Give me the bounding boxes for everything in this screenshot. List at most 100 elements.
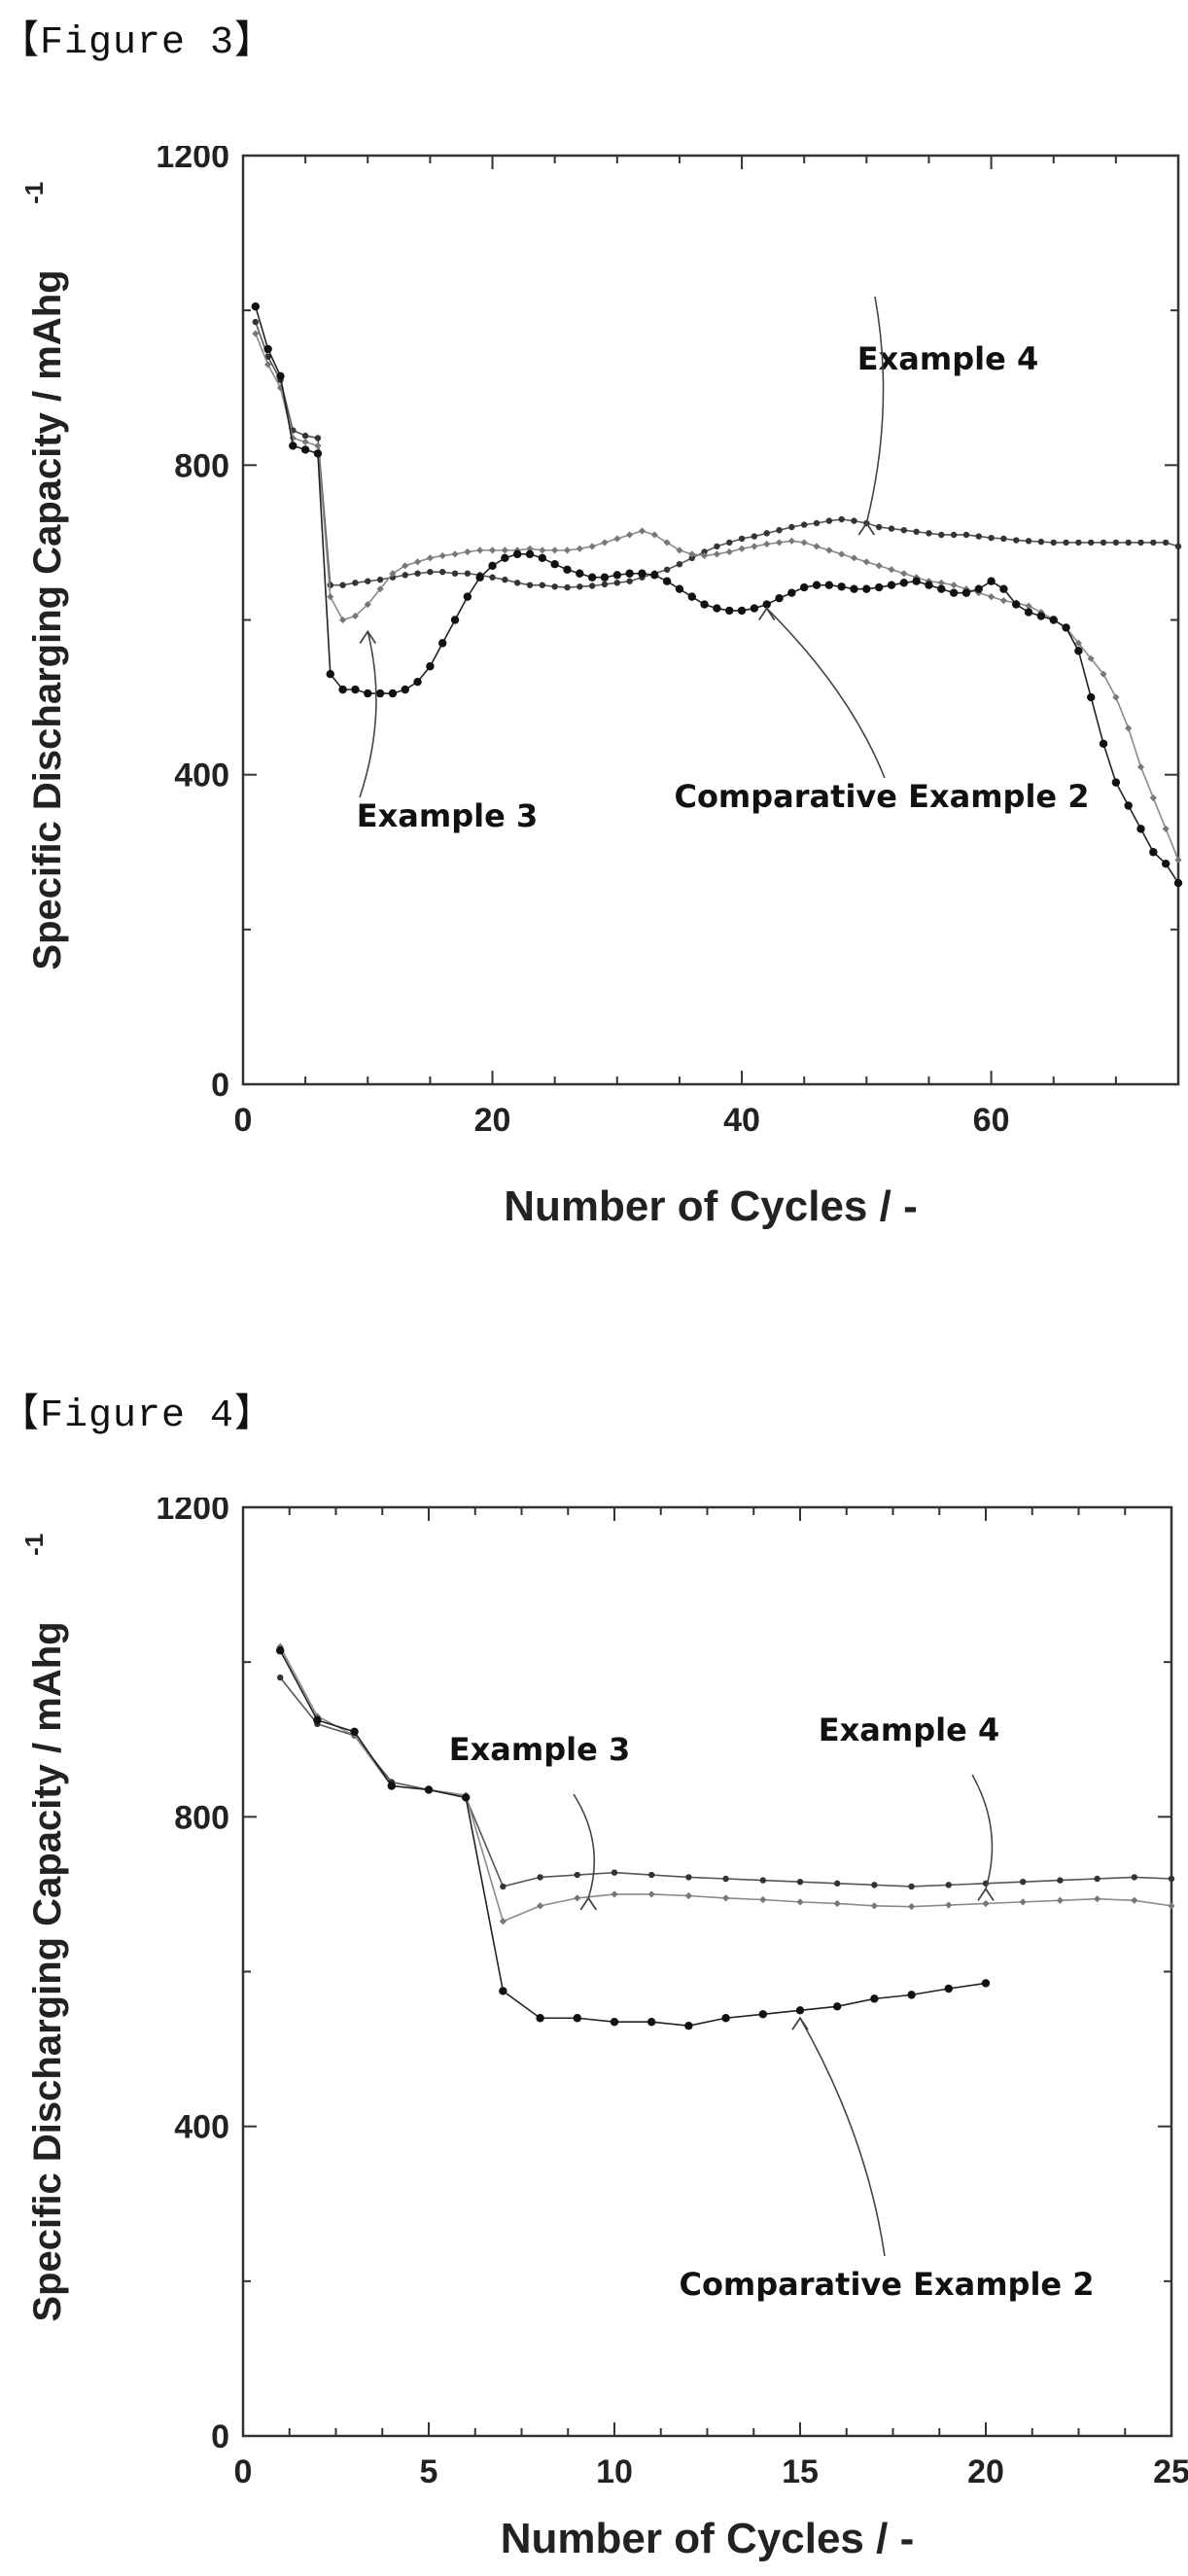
data-point xyxy=(925,581,933,589)
data-point xyxy=(1088,539,1095,547)
data-point xyxy=(663,566,671,573)
data-point xyxy=(870,1994,879,2003)
data-point xyxy=(537,1874,543,1881)
data-point xyxy=(875,562,883,570)
data-point xyxy=(563,565,572,574)
annotation-pointer xyxy=(971,1774,994,1889)
data-point xyxy=(339,582,346,588)
data-point xyxy=(251,301,261,311)
data-point xyxy=(685,1874,692,1881)
data-point xyxy=(999,584,1008,593)
data-point xyxy=(611,1890,618,1898)
data-point xyxy=(800,582,809,592)
data-point xyxy=(1136,763,1145,771)
data-point xyxy=(402,562,409,570)
data-point xyxy=(899,579,909,587)
data-point xyxy=(850,554,858,562)
data-point xyxy=(388,688,398,698)
data-point xyxy=(787,588,796,597)
data-point xyxy=(938,531,945,539)
annotation-pointer xyxy=(359,631,377,798)
data-point xyxy=(722,1875,729,1883)
data-point xyxy=(376,576,384,583)
data-point xyxy=(862,584,871,593)
data-point xyxy=(1100,539,1107,547)
data-point xyxy=(1173,878,1183,888)
y-tick-label: 800 xyxy=(174,1799,229,1836)
data-point xyxy=(796,1878,804,1886)
data-point xyxy=(387,1782,396,1790)
data-point xyxy=(276,1646,285,1655)
data-point xyxy=(926,530,932,537)
data-point xyxy=(759,1895,767,1904)
data-point xyxy=(289,441,297,450)
annotation-label: Example 4 xyxy=(857,340,1038,377)
data-point xyxy=(488,561,497,570)
data-point xyxy=(1025,602,1032,610)
data-point xyxy=(327,593,334,601)
data-point xyxy=(301,432,309,440)
data-point xyxy=(351,612,360,620)
data-point xyxy=(464,547,472,556)
series-line xyxy=(279,1676,1172,1888)
data-point xyxy=(975,533,982,540)
data-point xyxy=(1100,670,1107,678)
data-point xyxy=(1019,1898,1027,1906)
data-point xyxy=(401,685,409,694)
x-tick-label: 20 xyxy=(967,2453,1004,2490)
y-axis-title-superscript: -1 xyxy=(19,1534,49,1556)
data-point xyxy=(536,2014,544,2023)
data-point xyxy=(277,1674,284,1681)
annotation-arrowhead xyxy=(359,629,377,644)
data-point xyxy=(788,523,795,531)
data-point xyxy=(1150,539,1157,547)
data-point xyxy=(1056,1896,1064,1904)
data-point xyxy=(888,566,895,574)
y-axis-title: Specific Discharging Capacity / mAhg xyxy=(26,1621,69,2321)
data-point xyxy=(700,600,709,609)
data-point xyxy=(663,539,671,547)
data-point xyxy=(1168,1875,1175,1883)
data-point xyxy=(550,560,559,569)
data-point xyxy=(750,604,759,613)
data-point xyxy=(338,685,347,694)
data-point xyxy=(675,584,684,593)
data-point xyxy=(426,554,434,562)
data-point xyxy=(612,571,621,580)
data-point xyxy=(426,662,435,671)
data-point xyxy=(1125,539,1132,547)
data-point xyxy=(1025,538,1032,545)
data-point xyxy=(851,517,857,524)
data-point xyxy=(300,445,310,454)
y-tick-label: 1200 xyxy=(156,146,229,175)
data-point xyxy=(638,569,646,578)
data-point xyxy=(365,578,371,584)
figure-3-chart: 0 20 40 60 0 400 800 1200 Number of Cycles / - Sp… xyxy=(19,146,1183,1230)
figure-4-label: 【Figure 4】 xyxy=(0,1394,275,1438)
data-point xyxy=(662,577,672,585)
data-point xyxy=(721,2014,730,2023)
data-point xyxy=(588,582,596,589)
data-point xyxy=(650,531,658,539)
annotation-arrowhead xyxy=(857,521,876,536)
data-point xyxy=(513,580,521,586)
data-point xyxy=(414,570,421,577)
data-point xyxy=(537,1902,544,1910)
data-point xyxy=(1037,538,1045,546)
data-point xyxy=(601,581,609,588)
data-point xyxy=(588,543,596,550)
data-point xyxy=(364,688,372,698)
data-point xyxy=(684,2022,693,2030)
data-point xyxy=(937,584,946,593)
data-point xyxy=(944,1984,953,1994)
data-point xyxy=(1074,639,1082,647)
data-point xyxy=(413,677,422,687)
annotation-label: Comparative Example 2 xyxy=(679,2266,1094,2303)
x-tick-label: 10 xyxy=(596,2453,633,2490)
data-point xyxy=(1131,1874,1138,1881)
x-tick-label: 0 xyxy=(234,2453,253,2490)
data-point xyxy=(888,525,895,532)
annotation-pointer xyxy=(799,2017,886,2257)
data-point xyxy=(500,1883,507,1890)
data-point xyxy=(1161,859,1171,868)
